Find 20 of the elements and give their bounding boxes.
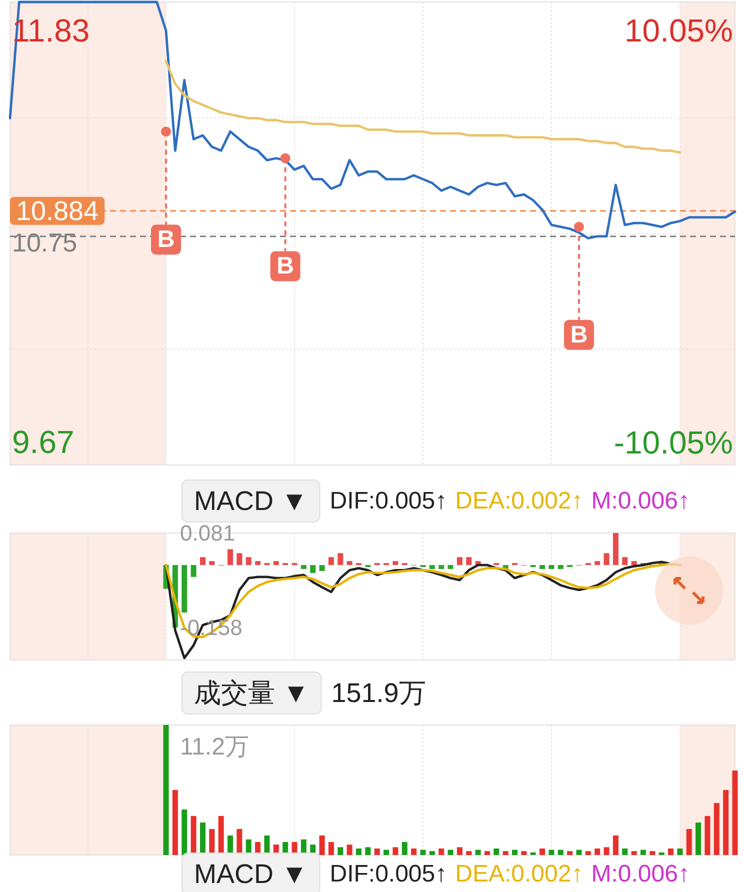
text: DEA:0.002↑ <box>455 860 584 888</box>
chart-title: 成交量 ▼ <box>194 678 310 708</box>
text: M:0.006↑ <box>591 860 690 888</box>
y2-tick-label: -10.05% <box>614 424 733 460</box>
ref-line-label: 10.884 <box>16 196 99 226</box>
text: DEA:0.002↑ <box>455 488 584 514</box>
y-tick-label: 0.081 <box>180 520 236 546</box>
y-tick-label: 9.67 <box>12 424 74 460</box>
text: MACD ▼ <box>194 859 308 889</box>
y2-tick-label: 10.05% <box>624 12 733 48</box>
text: DIF:0.005↑ <box>330 860 448 888</box>
chart-subtitle: 151.9万 <box>331 678 426 708</box>
chart-title: MACD ▼ <box>194 486 308 516</box>
ref-line-label: 10.75 <box>12 227 78 258</box>
text: DIF:0.005↑ <box>330 488 448 514</box>
text: B <box>570 321 588 348</box>
series-label: M:0.006↑ <box>591 488 690 514</box>
text: B <box>157 226 175 254</box>
annotation: 11.2万 <box>180 734 249 760</box>
text: B <box>276 252 294 280</box>
